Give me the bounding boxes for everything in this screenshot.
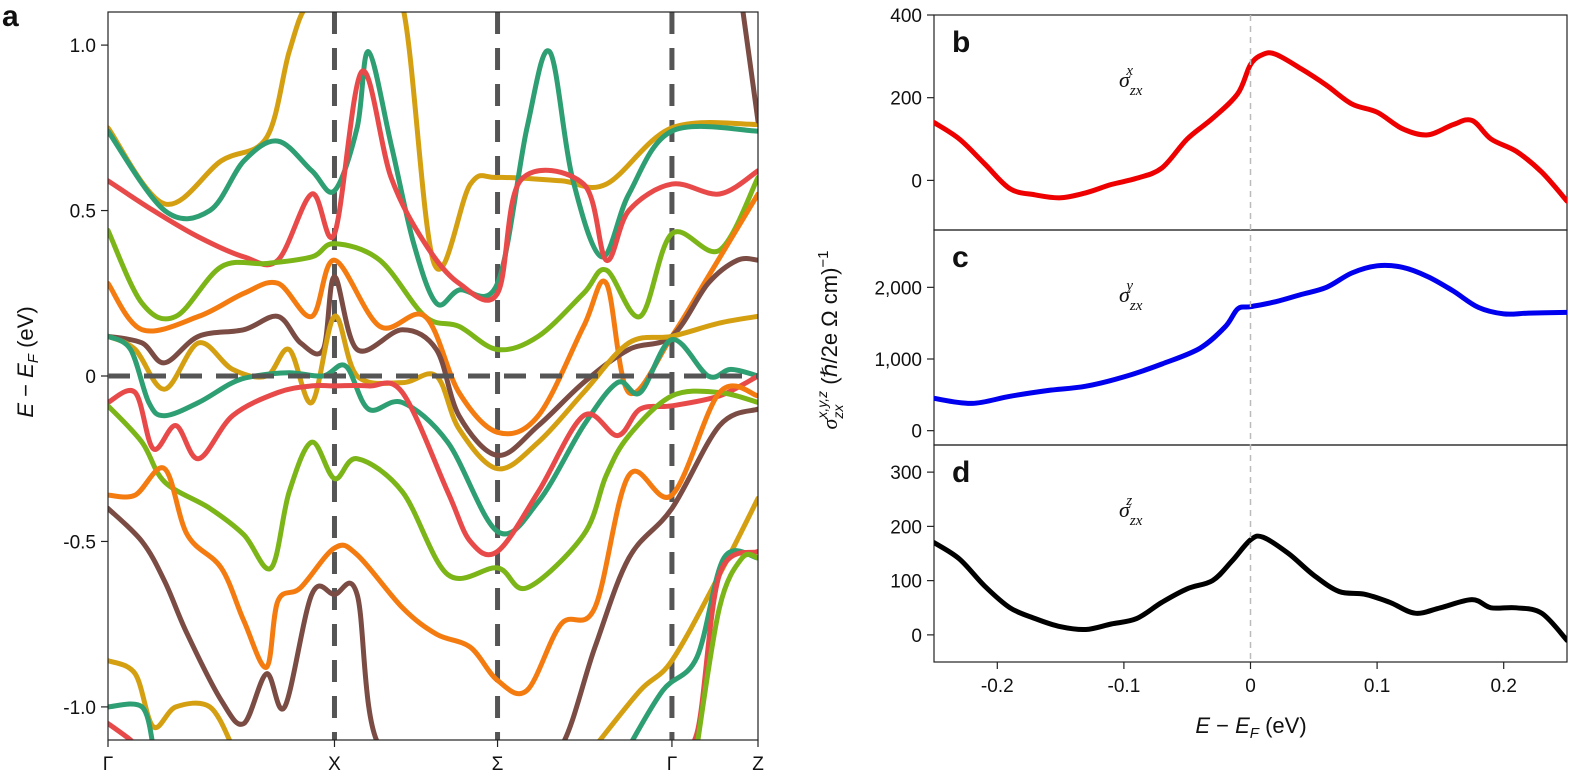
conductivity-line (934, 50, 1567, 204)
conductivity-y-axis-label: σzxx,y,z (ℏ/2e Ω cm)−1 (814, 250, 846, 429)
k-point-label: Σ (492, 754, 504, 775)
band-line (695, 551, 758, 740)
k-point-label: X (328, 754, 341, 775)
band-y-tick-label: 1.0 (70, 36, 96, 57)
y-tick-label: 100 (890, 572, 922, 593)
band-line (108, 701, 155, 740)
series-label: σzxx (1119, 63, 1143, 99)
y-tick-label: 2,000 (874, 278, 922, 299)
panel-label-a: a (2, 0, 19, 33)
x-tick-label: 0.1 (1364, 676, 1390, 697)
band-y-tick-label: -0.5 (63, 532, 96, 553)
sigma-y-panel: 0 1,000 2,000 c σzxy (874, 229, 1568, 446)
band-y-ticks: 1.0 0.5 0 -0.5 -1.0 (63, 36, 108, 719)
band-line (108, 721, 135, 740)
k-point-label: Γ (667, 754, 677, 775)
band-line (108, 175, 758, 353)
conductivity-line (934, 533, 1567, 643)
y-tick-label: 400 (890, 6, 922, 27)
y-tick-label: 0 (911, 422, 922, 443)
band-line (108, 658, 233, 740)
band-structure-panel: 1.0 0.5 0 -0.5 -1.0 Γ X Σ Γ Z a E − EF (eV) (2, 0, 764, 775)
band-line (596, 495, 758, 740)
x-tick-label: -0.2 (981, 676, 1014, 697)
k-point-label: Z (752, 754, 764, 775)
y-tick-label: 0 (911, 626, 922, 647)
x-tick-label: -0.1 (1108, 676, 1141, 697)
panel-label-d: d (952, 456, 970, 489)
y-tick-label: 200 (890, 517, 922, 538)
y-tick-label: 300 (890, 463, 922, 484)
series-label: σzxz (1119, 493, 1143, 529)
band-line (108, 383, 758, 697)
band-line (108, 48, 758, 308)
y-tick-label: 1,000 (874, 350, 922, 371)
energy-x-axis-label: E − EF (eV) (1195, 713, 1306, 742)
panel-label-c: c (952, 241, 969, 274)
band-line (108, 313, 758, 472)
band-y-tick-label: -1.0 (63, 698, 96, 719)
band-line (108, 191, 758, 437)
band-line (629, 548, 758, 740)
band-line (108, 333, 758, 537)
k-point-label: Γ (103, 754, 113, 775)
energy-x-ticks: -0.2 -0.1 0 0.1 0.2 (981, 662, 1517, 697)
band-line (108, 388, 758, 592)
y-tick-label: 0 (911, 171, 922, 192)
band-line (108, 373, 758, 558)
band-lines (108, 12, 758, 740)
x-tick-label: 0 (1245, 676, 1256, 697)
band-line (740, 12, 758, 124)
sigma-x-panel: 0 200 400 b σzxx (890, 6, 1568, 231)
y-tick-label: 200 (890, 89, 922, 110)
band-y-tick-label: 0.5 (70, 202, 96, 223)
panel-label-b: b (952, 26, 970, 59)
band-y-tick-label: 0 (85, 367, 96, 388)
sigma-z-panel: 0 100 200 300 d σzxz (890, 444, 1568, 663)
band-y-axis-label: E − EF (eV) (13, 306, 42, 417)
band-line (691, 548, 758, 740)
conductivity-line (934, 262, 1567, 406)
series-label: σzxy (1119, 278, 1143, 314)
band-line (108, 406, 758, 740)
band-line (108, 12, 758, 272)
x-tick-label: 0.2 (1490, 676, 1516, 697)
band-line (108, 255, 758, 458)
